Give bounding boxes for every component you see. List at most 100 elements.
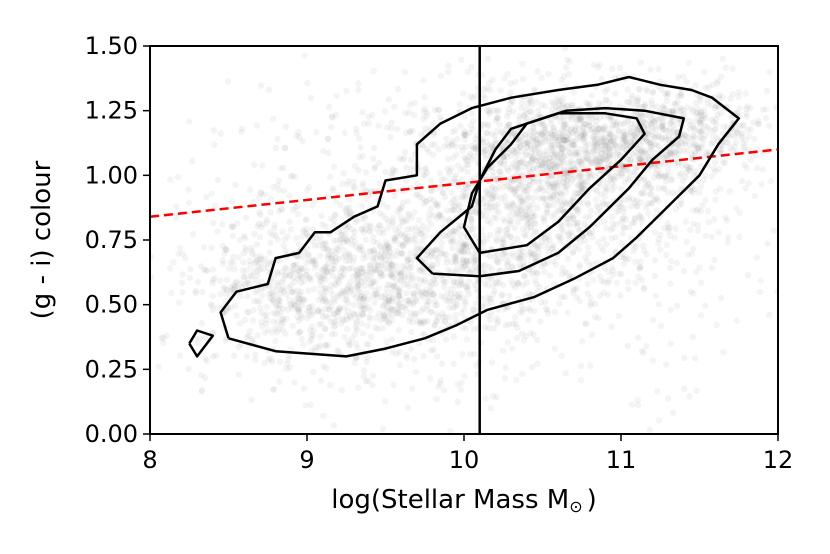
scatter-point — [270, 232, 277, 239]
scatter-point — [300, 385, 308, 392]
scatter-point — [613, 134, 620, 141]
scatter-point — [499, 251, 506, 258]
scatter-point — [470, 225, 477, 232]
scatter-point — [275, 207, 283, 215]
scatter-point — [696, 189, 703, 196]
scatter-point — [600, 124, 607, 131]
scatter-point — [558, 146, 566, 153]
scatter-point — [547, 158, 555, 165]
scatter-point — [649, 116, 656, 123]
scatter-point — [330, 261, 338, 268]
scatter-point — [516, 112, 523, 120]
scatter-point — [450, 294, 458, 301]
scatter-point — [231, 302, 239, 310]
scatter-point — [538, 161, 545, 168]
scatter-point — [649, 132, 656, 139]
scatter-point — [519, 199, 527, 206]
scatter-point — [691, 149, 698, 156]
scatter-point — [733, 317, 740, 324]
scatter-point — [505, 178, 513, 186]
scatter-point — [508, 164, 515, 172]
scatter-point — [403, 236, 410, 243]
scatter-point — [266, 229, 274, 236]
scatter-point — [529, 166, 537, 173]
scatter-point — [519, 214, 527, 222]
scatter-point — [321, 285, 328, 292]
scatter-point — [223, 276, 231, 284]
scatter-point — [520, 337, 528, 344]
scatter-point — [189, 230, 196, 238]
scatter-point — [337, 236, 344, 244]
scatter-point — [270, 183, 277, 191]
scatter-point — [470, 257, 478, 264]
scatter-point — [317, 277, 324, 285]
scatter-point — [537, 177, 544, 184]
scatter-point — [561, 293, 568, 301]
scatter-point — [615, 312, 622, 320]
scatter-point — [358, 305, 365, 312]
scatter-point — [634, 94, 642, 102]
scatter-point — [654, 388, 661, 395]
scatter-point — [317, 282, 325, 289]
scatter-point — [591, 186, 599, 193]
scatter-point — [566, 236, 573, 243]
scatter-point — [581, 138, 588, 146]
scatter-point — [441, 387, 448, 394]
scatter-point — [298, 233, 305, 240]
scatter-point — [222, 308, 230, 315]
scatter-point — [690, 290, 697, 297]
scatter-point — [294, 329, 302, 337]
scatter-point — [357, 243, 365, 250]
scatter-point — [507, 80, 514, 87]
scatter-point — [287, 281, 295, 289]
scatter-point — [388, 253, 395, 261]
scatter-point — [543, 151, 550, 158]
scatter-point — [354, 269, 362, 276]
scatter-point — [669, 129, 676, 136]
scatter-point — [399, 156, 406, 163]
scatter-point — [601, 141, 608, 148]
scatter-point — [179, 271, 186, 278]
scatter-point — [573, 130, 581, 137]
scatter-point — [406, 297, 413, 304]
scatter-point — [751, 135, 758, 143]
scatter-point — [256, 260, 264, 267]
scatter-point — [351, 311, 358, 318]
scatter-point — [642, 156, 649, 163]
scatter-point — [667, 340, 674, 347]
scatter-point — [254, 223, 261, 230]
scatter-point — [570, 142, 577, 149]
scatter-point — [311, 264, 318, 272]
scatter-point — [230, 259, 237, 266]
scatter-point — [552, 180, 560, 187]
y-tick-label: 0.25 — [85, 355, 138, 383]
scatter-point — [295, 275, 302, 282]
scatter-point — [370, 155, 377, 162]
scatter-point — [450, 154, 457, 161]
scatter-point — [363, 222, 370, 229]
scatter-point — [479, 146, 487, 153]
scatter-point — [493, 137, 500, 144]
scatter-point — [739, 122, 746, 130]
scatter-point — [584, 155, 591, 162]
scatter-point — [269, 115, 277, 123]
scatter-point — [580, 124, 587, 132]
scatter-point — [540, 214, 547, 221]
scatter-point — [278, 320, 285, 328]
scatter-point — [428, 309, 436, 316]
scatter-point — [601, 278, 608, 286]
scatter-point — [340, 253, 347, 260]
scatter-point — [291, 379, 298, 386]
scatter-point — [542, 156, 549, 163]
scatter-point — [632, 279, 639, 286]
scatter-point — [550, 192, 557, 199]
scatter-point — [625, 196, 632, 203]
scatter-point — [564, 183, 571, 190]
scatter-point — [684, 104, 691, 111]
scatter-point — [465, 184, 472, 191]
scatter-point — [322, 223, 329, 230]
scatter-point — [501, 157, 508, 165]
scatter-point — [472, 300, 480, 307]
scatter-point — [601, 134, 608, 141]
scatter-point — [318, 308, 326, 316]
